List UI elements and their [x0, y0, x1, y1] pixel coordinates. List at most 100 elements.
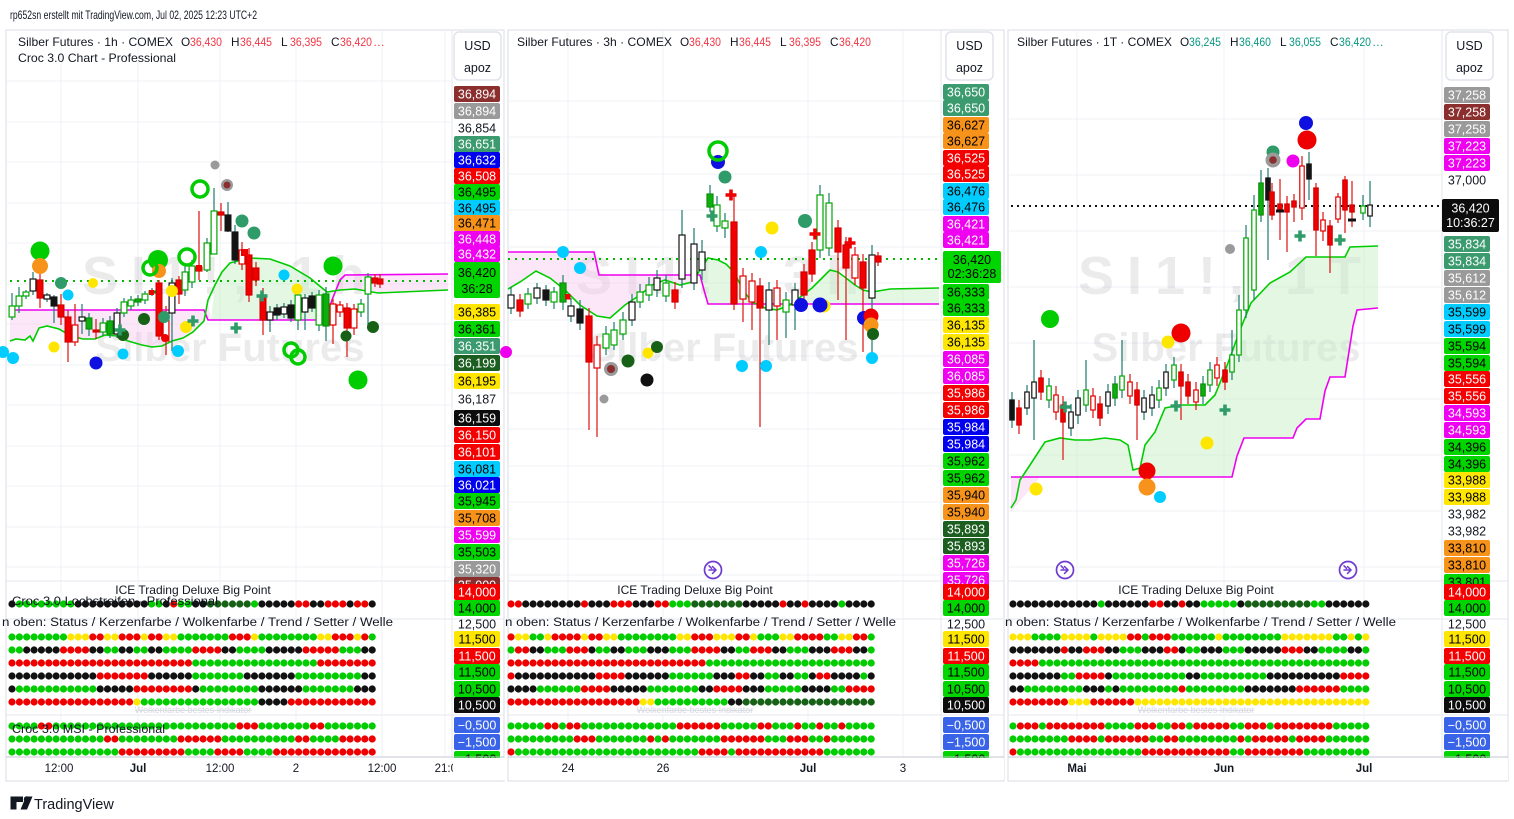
svg-text:L: L — [281, 35, 288, 49]
svg-text:33,982: 33,982 — [1448, 507, 1486, 521]
svg-text:Jul: Jul — [130, 763, 147, 775]
svg-text:34,396: 34,396 — [1448, 457, 1486, 471]
svg-text:11,500: 11,500 — [458, 632, 495, 646]
svg-text:ICE Trading Deluxe Big Point: ICE Trading Deluxe Big Point — [1118, 583, 1274, 597]
svg-text:35,599: 35,599 — [458, 528, 496, 542]
svg-text:35,594: 35,594 — [1448, 356, 1486, 370]
svg-text:36,420: 36,420 — [953, 253, 991, 267]
svg-text:37,258: 37,258 — [1448, 105, 1486, 119]
svg-text:36,421: 36,421 — [947, 217, 985, 231]
svg-text:36,448: 36,448 — [458, 232, 496, 246]
svg-text:36,420: 36,420 — [839, 35, 871, 49]
svg-text:12:00: 12:00 — [206, 763, 235, 775]
svg-text:35,599: 35,599 — [1448, 305, 1486, 319]
svg-text:36,420: 36,420 — [340, 35, 372, 49]
svg-text:35,986: 35,986 — [947, 403, 985, 417]
svg-text:10,500: 10,500 — [1448, 682, 1486, 696]
svg-text:apoz: apoz — [956, 61, 983, 75]
svg-text:10,500: 10,500 — [1448, 698, 1486, 712]
svg-text:H: H — [231, 35, 240, 49]
svg-text:36,471: 36,471 — [458, 216, 496, 230]
svg-text:36,894: 36,894 — [458, 87, 496, 101]
svg-text:36,085: 36,085 — [947, 352, 985, 366]
svg-text:Croc 3.0 Chart - Professional: Croc 3.0 Chart - Professional — [18, 51, 176, 65]
svg-text:Silber Futures · 1h · COMEX: Silber Futures · 1h · COMEX — [18, 35, 173, 49]
svg-text:10,500: 10,500 — [458, 698, 496, 712]
svg-text:36,508: 36,508 — [458, 169, 496, 183]
svg-text:Jul: Jul — [800, 763, 817, 775]
svg-text:USD: USD — [956, 39, 982, 53]
svg-text:36,460: 36,460 — [1239, 35, 1271, 49]
svg-text:35,984: 35,984 — [947, 420, 985, 434]
svg-text:35,945: 35,945 — [458, 494, 496, 508]
svg-text:ICE Trading Deluxe Big Point: ICE Trading Deluxe Big Point — [115, 583, 271, 597]
svg-text:36,135: 36,135 — [947, 335, 985, 349]
svg-text:36,055: 36,055 — [1289, 35, 1321, 49]
svg-text:11,500: 11,500 — [947, 649, 984, 663]
svg-text:Jul: Jul — [1356, 763, 1373, 775]
svg-text:35,556: 35,556 — [1448, 372, 1486, 386]
svg-text:33,810: 33,810 — [1448, 558, 1486, 572]
svg-text:C: C — [331, 35, 340, 49]
svg-text:36,187: 36,187 — [458, 392, 496, 406]
svg-text:36,421: 36,421 — [947, 233, 985, 247]
svg-text:H: H — [1230, 35, 1239, 49]
svg-text:34,593: 34,593 — [1448, 423, 1486, 437]
svg-text:36,650: 36,650 — [947, 85, 985, 99]
svg-text:USD: USD — [464, 39, 490, 53]
svg-text:33,810: 33,810 — [1448, 541, 1486, 555]
svg-text:36,627: 36,627 — [947, 118, 985, 132]
svg-text:−1,500: −1,500 — [1448, 735, 1487, 749]
svg-text:37,223: 37,223 — [1448, 139, 1486, 153]
svg-text:37,258: 37,258 — [1448, 122, 1486, 136]
svg-text:Silber Futures: Silber Futures — [96, 326, 365, 370]
svg-text:36,430: 36,430 — [190, 35, 222, 49]
svg-text:36,420: 36,420 — [1451, 202, 1489, 216]
svg-text:apoz: apoz — [464, 61, 491, 75]
svg-text:11,500: 11,500 — [947, 665, 984, 679]
svg-text:35,893: 35,893 — [947, 522, 985, 536]
svg-text:14,000: 14,000 — [947, 601, 985, 615]
svg-text:…: … — [1372, 35, 1384, 49]
svg-text:TradingView: TradingView — [34, 797, 114, 813]
svg-text:14,000: 14,000 — [1448, 601, 1486, 615]
svg-text:37,258: 37,258 — [1448, 88, 1486, 102]
svg-text:36,085: 36,085 — [947, 369, 985, 383]
svg-text:−0,500: −0,500 — [1448, 718, 1487, 732]
svg-text:Wolkenfarbe bestes Indikator: Wolkenfarbe bestes Indikator — [135, 705, 251, 715]
svg-text:36,476: 36,476 — [947, 200, 985, 214]
svg-text:O: O — [1180, 35, 1189, 49]
svg-text:35,726: 35,726 — [947, 556, 985, 570]
svg-text:12,500: 12,500 — [1448, 617, 1486, 631]
svg-text:14,000: 14,000 — [458, 585, 496, 599]
svg-text:34,593: 34,593 — [1448, 406, 1486, 420]
svg-text:36,021: 36,021 — [458, 478, 496, 492]
svg-text:n oben: Status / Kerzenfarbe /: n oben: Status / Kerzenfarbe / Wolkenfar… — [2, 615, 393, 629]
svg-text:36,650: 36,650 — [947, 101, 985, 115]
svg-text:n oben: Status / Kerzenfarbe /: n oben: Status / Kerzenfarbe / Wolkenfar… — [505, 615, 896, 629]
svg-text:35,320: 35,320 — [458, 562, 496, 576]
svg-text:02:36:28: 02:36:28 — [948, 267, 997, 281]
svg-text:11,500: 11,500 — [458, 665, 495, 679]
svg-text:36,199: 36,199 — [458, 356, 496, 370]
svg-text:35,962: 35,962 — [947, 454, 985, 468]
svg-text:35,599: 35,599 — [1448, 322, 1486, 336]
svg-text:14,000: 14,000 — [458, 601, 496, 615]
svg-text:36,495: 36,495 — [458, 185, 496, 199]
svg-text:36,351: 36,351 — [458, 339, 496, 353]
svg-text:11,500: 11,500 — [458, 649, 495, 663]
svg-text:24: 24 — [562, 763, 575, 775]
svg-text:−0,500: −0,500 — [458, 718, 497, 732]
svg-text:O: O — [680, 35, 689, 49]
svg-text:36,101: 36,101 — [458, 445, 496, 459]
svg-text:36,525: 36,525 — [947, 167, 985, 181]
svg-text:2: 2 — [293, 763, 299, 775]
svg-text:−1,500: −1,500 — [458, 735, 497, 749]
svg-text:−0,500: −0,500 — [947, 718, 986, 732]
svg-text:36,385: 36,385 — [458, 305, 496, 319]
svg-text:36,420: 36,420 — [1339, 35, 1371, 49]
svg-text:Jun: Jun — [1214, 763, 1234, 775]
svg-text:3: 3 — [900, 763, 906, 775]
svg-text:36,395: 36,395 — [290, 35, 322, 49]
svg-text:36,445: 36,445 — [240, 35, 272, 49]
